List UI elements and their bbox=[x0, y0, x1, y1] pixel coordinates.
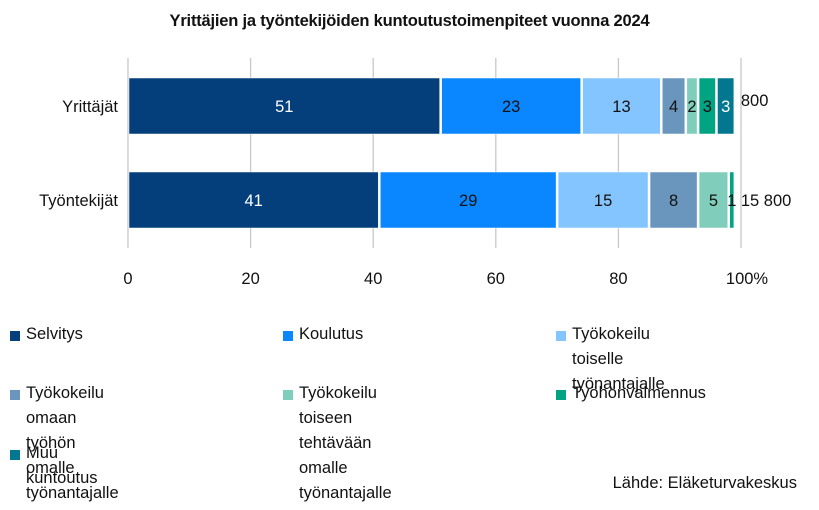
total-label: 15 800 bbox=[741, 192, 791, 210]
bar-segment bbox=[128, 77, 440, 135]
legend-item: Koulutus bbox=[283, 322, 363, 347]
x-tick-label: 100% bbox=[726, 270, 769, 288]
data-label: 3 bbox=[721, 98, 730, 116]
x-tick-label: 40 bbox=[364, 270, 382, 288]
bars: 51 23 13 4 2 3 341 29 15 8 5 1 bbox=[128, 77, 736, 229]
legend-swatch bbox=[283, 390, 293, 400]
legend-item: Selvitys bbox=[10, 322, 83, 347]
bar-segment bbox=[557, 171, 649, 229]
data-label: 1 bbox=[727, 192, 736, 210]
bar-segment bbox=[686, 77, 698, 135]
legend-label: Muu kuntoutus bbox=[26, 444, 98, 487]
data-label: 3 bbox=[703, 98, 712, 116]
x-tick-labels: 0 20 40 60 80 100% bbox=[123, 270, 768, 288]
total-labels: 800 15 800 bbox=[741, 92, 791, 210]
x-tick-label: 80 bbox=[609, 270, 627, 288]
bar-segment bbox=[662, 77, 686, 135]
legend-item: Työkokeilu toiselle työnantajalle bbox=[556, 322, 665, 397]
category-label: Yrittäjät bbox=[62, 98, 118, 116]
bar-segment bbox=[729, 171, 735, 229]
legend-item: Muu kuntoutus bbox=[10, 441, 98, 491]
legend-label: Selvitys bbox=[26, 325, 83, 343]
legend-item: Työkokeilu omaan työhön omalle työnantaj… bbox=[10, 381, 119, 506]
legend-swatch bbox=[10, 390, 20, 400]
data-label: 29 bbox=[459, 192, 477, 210]
data-label: 8 bbox=[669, 192, 678, 210]
data-label: 2 bbox=[687, 98, 696, 116]
legend-label: Työhönvalmennus bbox=[572, 384, 706, 402]
chart-title: Yrittäjien ja työntekijöiden kuntoutusto… bbox=[169, 12, 650, 30]
bar-segment bbox=[128, 171, 379, 229]
legend-label: Työkokeilu omaan työhön omalle työnantaj… bbox=[26, 384, 119, 502]
data-label: 15 bbox=[594, 192, 612, 210]
data-label: 13 bbox=[612, 98, 630, 116]
legend-swatch bbox=[10, 450, 20, 460]
plot-area: 51 23 13 4 2 3 341 29 15 8 5 1 YrittäjätTyöntekijät… bbox=[39, 58, 791, 288]
data-label: 41 bbox=[244, 192, 262, 210]
bar-segment bbox=[717, 77, 735, 135]
bar-segment bbox=[649, 171, 698, 229]
legend-swatch bbox=[10, 331, 20, 341]
data-label: 4 bbox=[669, 98, 678, 116]
x-tick-label: 60 bbox=[487, 270, 505, 288]
source-note: Lähde: Eläketurvakeskus bbox=[612, 474, 797, 492]
category-label: Työntekijät bbox=[39, 192, 118, 210]
data-label: 5 bbox=[709, 192, 718, 210]
legend-item: Työhönvalmennus bbox=[556, 381, 706, 406]
legend-swatch bbox=[556, 331, 566, 341]
data-label: 23 bbox=[502, 98, 520, 116]
bar-segment bbox=[698, 171, 728, 229]
bar-segment bbox=[380, 171, 557, 229]
legend-item: Työkokeilu toiseen tehtävään omalle työn… bbox=[283, 381, 392, 506]
total-label: 800 bbox=[741, 92, 769, 110]
legend-swatch bbox=[283, 331, 293, 341]
x-tick-label: 0 bbox=[123, 270, 132, 288]
legend-label: Työkokeilu toiselle työnantajalle bbox=[572, 325, 665, 393]
legend-label: Työkokeilu toiseen tehtävään omalle työn… bbox=[299, 384, 392, 502]
bar-segment bbox=[582, 77, 661, 135]
x-tick-label: 20 bbox=[241, 270, 259, 288]
category-labels: Yrittäjät Työntekijät bbox=[39, 98, 118, 210]
data-label: 51 bbox=[275, 98, 293, 116]
legend-swatch bbox=[556, 390, 566, 400]
bar-segment bbox=[441, 77, 581, 135]
bar-segment bbox=[698, 77, 716, 135]
legend-label: Koulutus bbox=[299, 325, 364, 343]
